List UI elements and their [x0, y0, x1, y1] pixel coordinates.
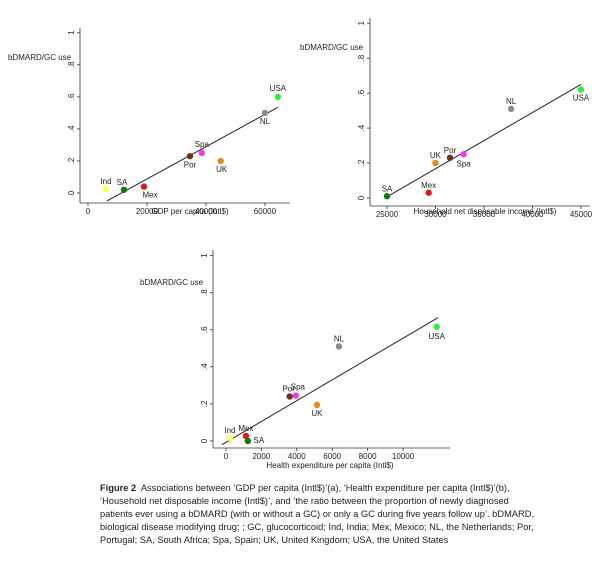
point — [383, 193, 391, 200]
point-label: Por — [444, 146, 457, 155]
point — [198, 149, 206, 157]
point-label: Mex — [142, 191, 157, 200]
point — [286, 393, 293, 400]
y-axis-title: bDMARD/GC use — [140, 278, 204, 287]
x-axis-title: GDP per capita (Intl$) — [151, 207, 229, 216]
y-tick-label: .6 — [200, 326, 209, 333]
point — [335, 343, 343, 350]
x-tick-label: 25000 — [376, 210, 399, 219]
y-tick-label: .4 — [357, 124, 366, 131]
point — [432, 159, 439, 167]
x-axis-title: Health expenditure per capita (Intl$) — [266, 461, 394, 470]
point — [242, 432, 250, 440]
y-tick-label: 0 — [357, 195, 366, 200]
y-tick-label: .8 — [200, 289, 209, 296]
point-label: Spa — [291, 383, 306, 392]
y-axis-title: bDMARD/GC use — [300, 43, 364, 52]
point-label: NL — [260, 117, 271, 126]
point — [140, 183, 148, 190]
x-tick-label: 6000 — [323, 452, 341, 461]
x-tick-label: 8000 — [359, 452, 377, 461]
point — [120, 186, 128, 193]
x-tick-label: 40000 — [521, 210, 544, 219]
x-tick-label: 0 — [86, 207, 91, 216]
point-label: Mex — [421, 181, 436, 190]
point-label: UK — [430, 151, 442, 160]
point-label: Spa — [456, 159, 471, 168]
x-tick-label: 20000 — [136, 207, 159, 216]
point-label: UK — [311, 409, 323, 418]
y-tick-label: 1 — [67, 30, 76, 35]
caption-label: Figure 2 — [100, 483, 137, 493]
point-label: SA — [117, 178, 128, 187]
point — [186, 152, 194, 160]
point-label: Ind — [100, 177, 111, 186]
x-tick-label: 40000 — [195, 207, 218, 216]
caption: Figure 2 Associations between ‘GDP per c… — [100, 482, 540, 547]
point — [425, 189, 432, 196]
x-tick-label: 45000 — [570, 210, 593, 219]
y-tick-label: .4 — [67, 125, 76, 132]
x-tick-label: 0 — [224, 452, 229, 461]
fit-line — [384, 83, 582, 199]
caption-text: Associations between ‘GDP per capita (In… — [100, 483, 535, 545]
x-tick-label: 30000 — [424, 210, 447, 219]
x-tick-label: 60000 — [254, 207, 277, 216]
point-label: NL — [334, 335, 345, 344]
y-tick-label: 1 — [200, 253, 209, 258]
point-label: USA — [428, 332, 445, 341]
point — [433, 323, 440, 330]
point — [274, 93, 282, 101]
point-label: USA — [270, 84, 287, 93]
point-label: Ind — [224, 426, 235, 435]
point — [460, 151, 467, 158]
point — [226, 434, 234, 442]
point — [217, 157, 224, 165]
point — [313, 401, 321, 409]
point-label: Por — [184, 160, 197, 169]
point — [577, 86, 585, 93]
y-tick-label: .6 — [67, 93, 76, 100]
point — [446, 154, 454, 161]
point — [261, 109, 269, 117]
point — [244, 437, 252, 445]
y-tick-label: .6 — [357, 89, 366, 96]
point-label: USA — [573, 94, 590, 103]
y-tick-label: .8 — [67, 61, 76, 68]
point — [507, 105, 515, 113]
x-tick-label: 35000 — [473, 210, 496, 219]
y-tick-label: .2 — [200, 400, 209, 407]
point-label: Mex — [238, 424, 253, 433]
point-label: NL — [506, 97, 517, 106]
y-tick-label: 0 — [67, 190, 76, 195]
point-label: SA — [254, 436, 265, 445]
y-tick-label: 1 — [357, 20, 366, 25]
x-axis-title: Household net disposable income (Intl$) — [414, 207, 557, 216]
y-tick-label: .8 — [357, 54, 366, 61]
y-tick-label: .2 — [67, 157, 76, 164]
point-label: SA — [382, 184, 393, 193]
point-label: UK — [216, 165, 228, 174]
y-tick-label: .4 — [200, 363, 209, 370]
point — [292, 392, 300, 399]
point-label: Spa — [195, 140, 210, 149]
fit-line — [221, 317, 439, 446]
point — [102, 185, 110, 193]
y-axis-title: bDMARD/GC use — [8, 53, 72, 62]
point-label: Por — [282, 385, 295, 394]
x-tick-label: 4000 — [288, 452, 306, 461]
x-tick-label: 2000 — [252, 452, 270, 461]
y-tick-label: 0 — [200, 438, 209, 443]
y-tick-label: .2 — [357, 159, 366, 166]
x-tick-label: 10000 — [392, 452, 415, 461]
